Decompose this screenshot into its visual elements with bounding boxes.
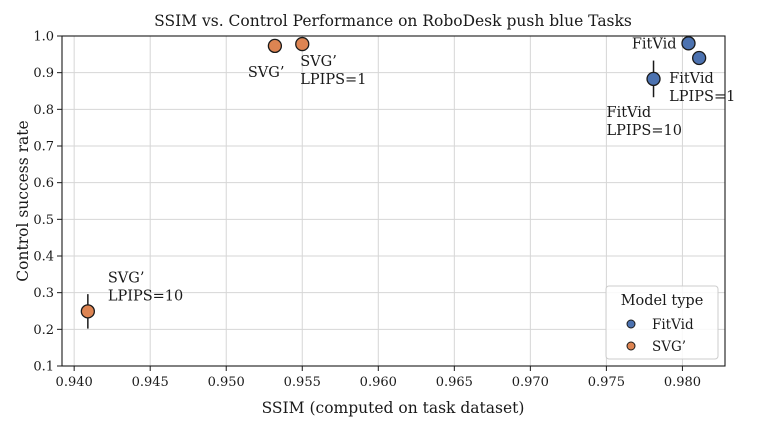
point-svg	[80, 304, 96, 319]
gridlines	[62, 35, 725, 367]
x-tick-label: 0.945	[132, 375, 169, 390]
axis-ticks: 0.940 0.945 0.950 0.955 0.960 0.965 0.970 0.975…	[33, 30, 701, 391]
point-label-svg: SVG’ LPIPS=10	[108, 270, 183, 304]
point-label-svg: SVG’	[248, 65, 285, 81]
x-tick-label: 0.965	[436, 375, 473, 390]
point-label-svg: SVG’ LPIPS=1	[300, 54, 366, 88]
y-tick-label: 0.9	[33, 66, 54, 81]
y-tick-label: 0.8	[33, 103, 54, 118]
y-axis-label: Control success rate	[14, 120, 32, 281]
legend: Model type FitVid SVG’	[605, 285, 719, 360]
y-tick-label: 0.6	[33, 176, 54, 191]
point-label-fitvid: FitVid LPIPS=1	[669, 71, 735, 105]
y-tick-label: 0.7	[33, 140, 54, 155]
point-fitvid	[681, 36, 696, 51]
point-label-line: LPIPS=10	[108, 288, 183, 304]
legend-box	[605, 285, 719, 360]
x-tick-label: 0.955	[284, 375, 321, 390]
legend-marker-svg	[626, 341, 636, 351]
legend-title: Model type	[621, 293, 704, 309]
y-tick-label: 0.5	[33, 213, 54, 228]
point-label-line: FitVid	[669, 71, 714, 87]
x-tick-label: 0.970	[512, 375, 549, 390]
point-label-line: LPIPS=1	[300, 72, 366, 88]
x-tick-label: 0.950	[208, 375, 245, 390]
point-label-fitvid: FitVid LPIPS=10	[607, 105, 682, 139]
point-svg	[295, 36, 310, 52]
data-points	[80, 36, 707, 319]
point-label-line: LPIPS=1	[669, 89, 735, 105]
x-tick-label: 0.960	[360, 375, 397, 390]
point-fitvid	[691, 50, 707, 66]
chart-title: SSIM vs. Control Performance on RoboDesk…	[154, 12, 632, 30]
point-label-line: LPIPS=10	[607, 123, 682, 139]
x-tick-label: 0.940	[56, 375, 93, 390]
point-svg	[267, 38, 283, 54]
x-tick-label: 0.980	[664, 375, 701, 390]
point-label-line: SVG’	[248, 65, 285, 81]
y-tick-label: 0.2	[33, 323, 54, 338]
point-label-line: FitVid	[607, 105, 652, 121]
point-label-line: SVG’	[300, 54, 337, 70]
legend-marker-fitvid	[626, 319, 636, 329]
y-tick-label: 0.3	[33, 286, 54, 301]
x-axis-label: SSIM (computed on task dataset)	[262, 399, 525, 417]
point-label-line: FitVid	[632, 36, 677, 52]
y-tick-label: 1.0	[33, 30, 54, 45]
plot-frame	[61, 35, 726, 367]
y-tick-label: 0.4	[33, 250, 54, 265]
legend-label-svg: SVG’	[652, 339, 686, 355]
x-tick-label: 0.975	[588, 375, 625, 390]
point-label-line: SVG’	[108, 270, 145, 286]
point-fitvid	[646, 71, 661, 87]
point-label-fitvid: FitVid	[632, 36, 677, 52]
y-tick-label: 0.1	[33, 360, 54, 375]
legend-label-fitvid: FitVid	[652, 317, 694, 333]
